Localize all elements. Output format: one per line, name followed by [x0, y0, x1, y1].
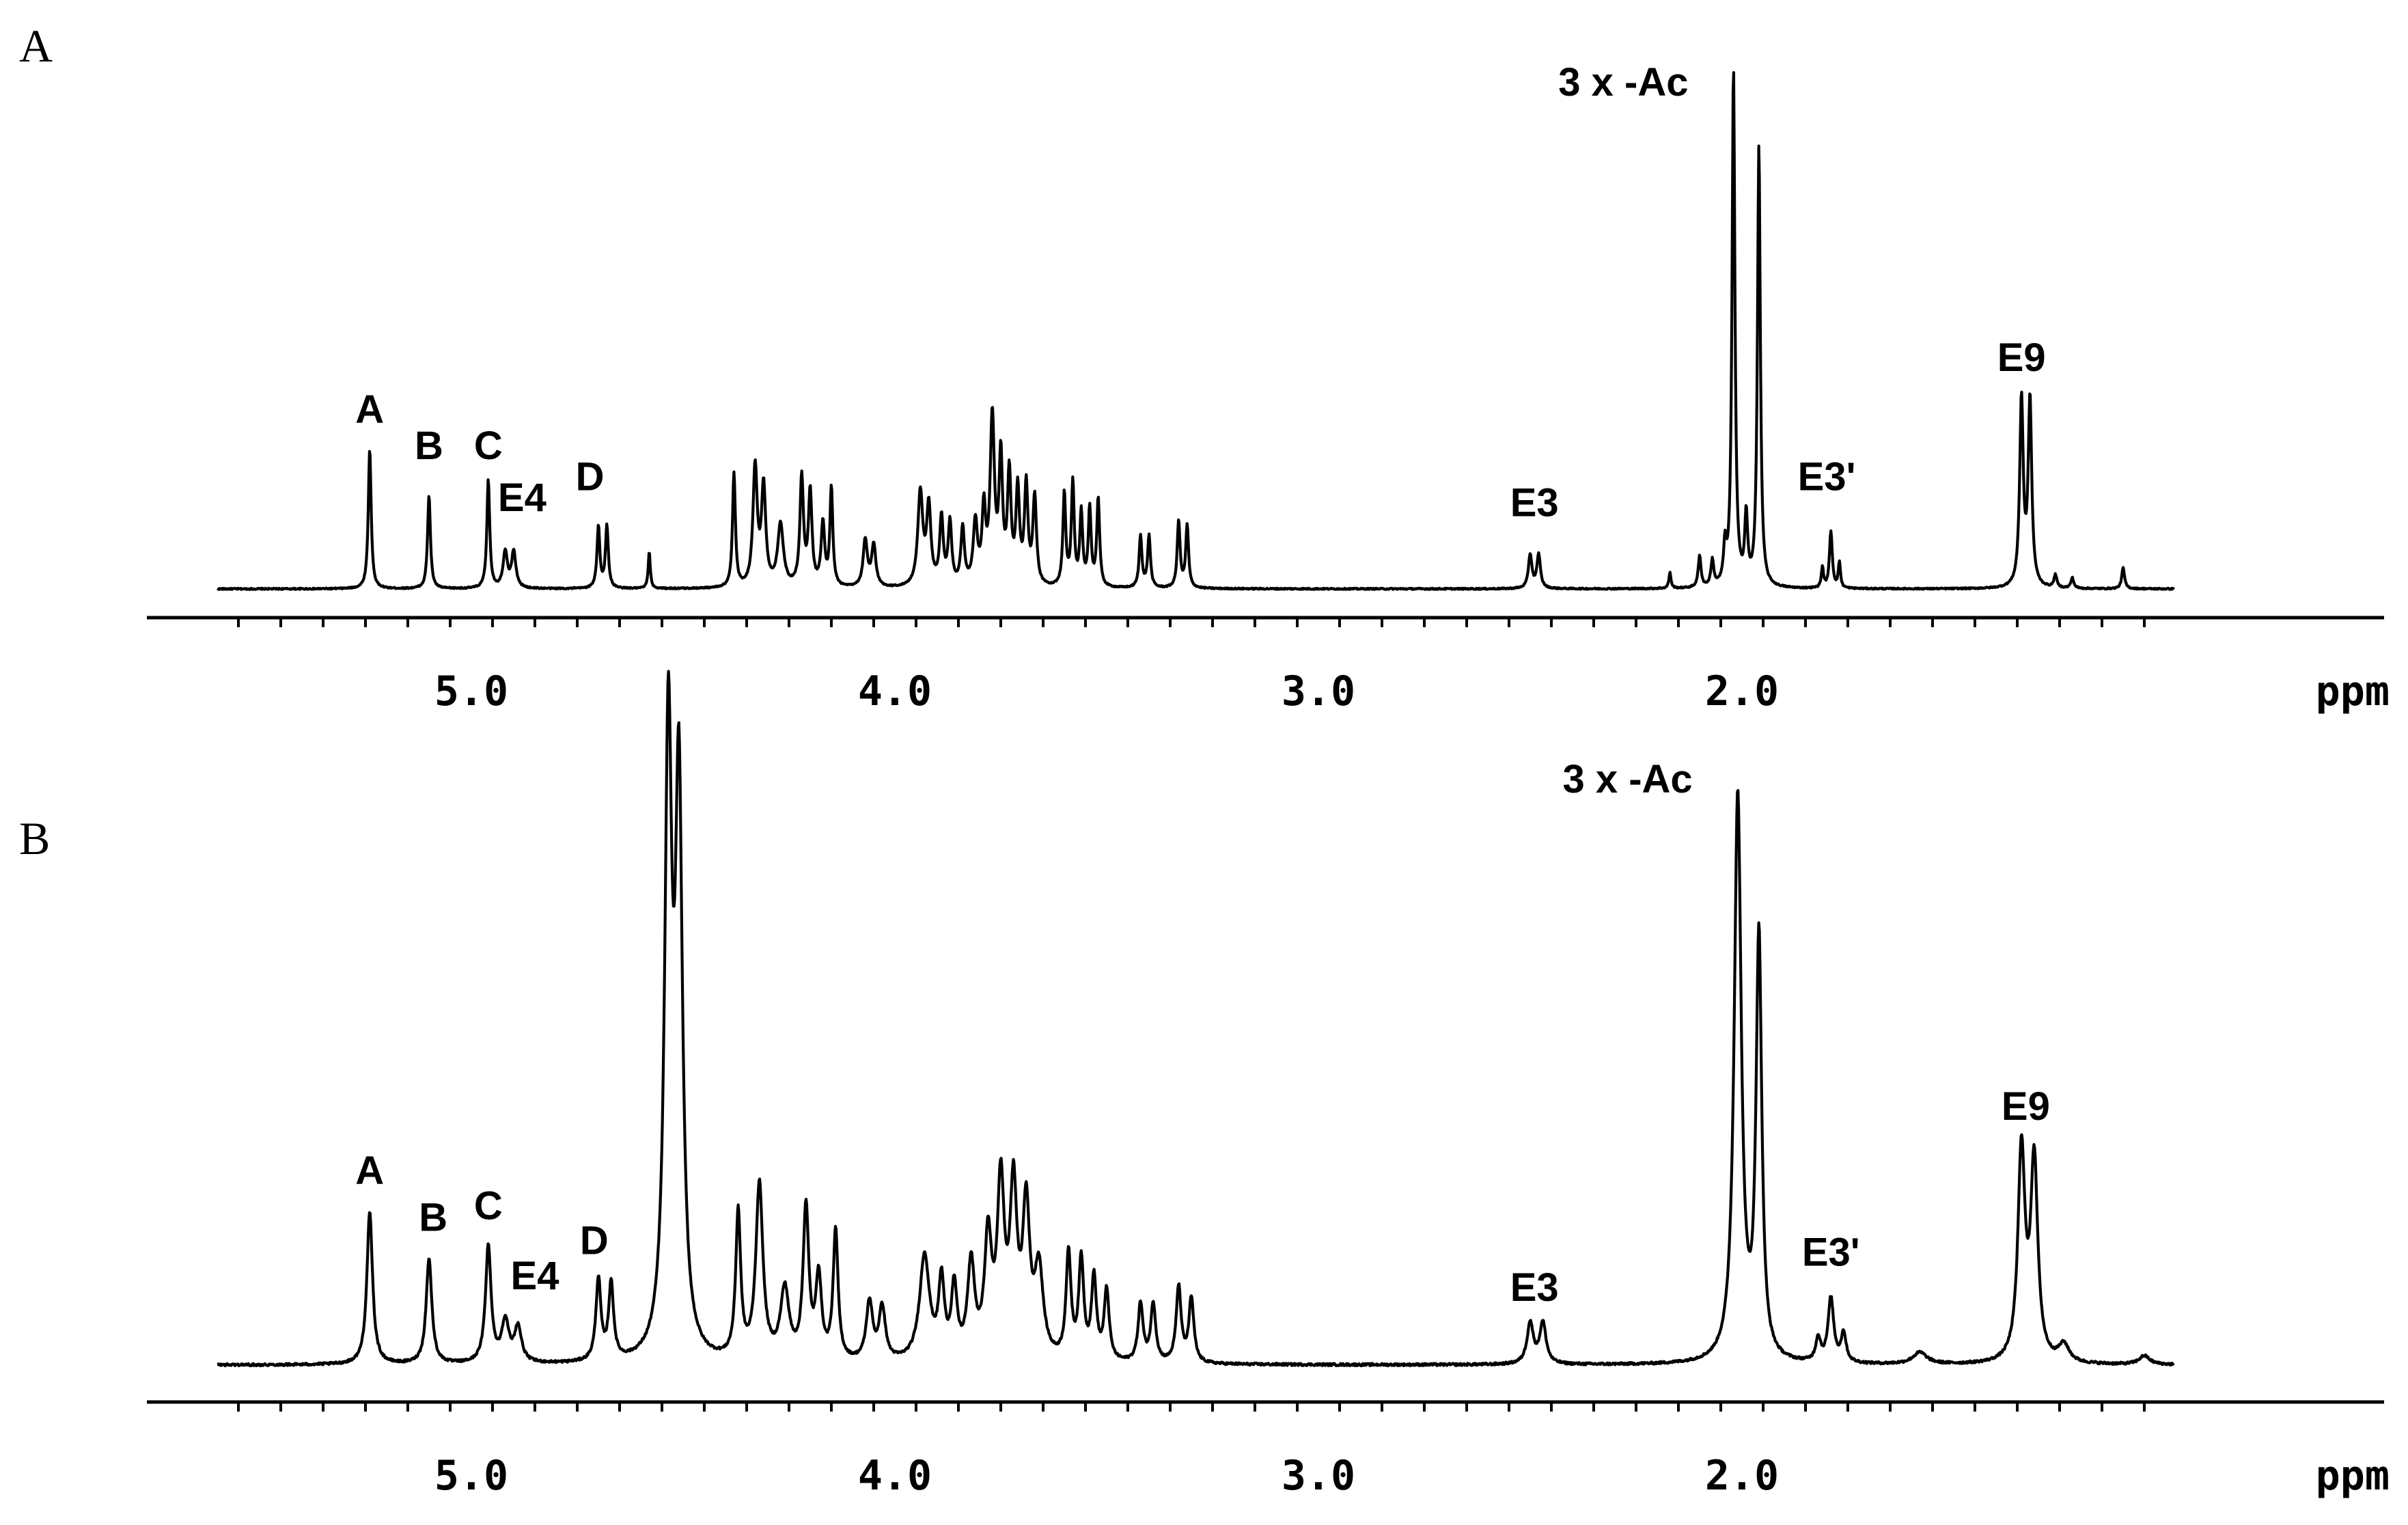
x-tick-label: 4.0: [858, 668, 932, 715]
peak-annotation: E4: [511, 1254, 559, 1298]
peak-annotation: E4: [498, 476, 546, 520]
peak-annotation: A: [355, 387, 384, 432]
peak-annotation: C: [474, 424, 503, 468]
peak-annotation: D: [576, 455, 605, 499]
peak-annotation: B: [419, 1195, 447, 1239]
peak-annotation: E3: [1510, 481, 1559, 525]
peak-annotation: E3: [1510, 1265, 1559, 1310]
x-tick-label: 3.0: [1282, 668, 1355, 715]
peak-annotation: A: [355, 1149, 384, 1193]
peak-annotation: E3': [1802, 1231, 1860, 1275]
peak-annotation: B: [415, 424, 443, 468]
x-tick-label: 2.0: [1705, 668, 1779, 715]
panel-letter-b: B: [19, 812, 50, 864]
spectrum-trace: [216, 670, 2175, 1368]
peak-annotation: 3 x -Ac: [1558, 60, 1688, 105]
peak-annotation: E9: [1997, 335, 2046, 380]
x-tick-label: 5.0: [434, 668, 508, 715]
peak-annotation: C: [474, 1183, 503, 1228]
peak-annotation: E9: [2002, 1084, 2050, 1129]
x-tick-label: 5.0: [434, 1452, 508, 1500]
peak-annotation: E3': [1798, 455, 1856, 499]
spectrum-trace: [216, 71, 2176, 591]
x-tick-label: 3.0: [1282, 1452, 1355, 1500]
peak-annotation: 3 x -Ac: [1562, 757, 1692, 801]
x-tick-label: 4.0: [858, 1452, 932, 1500]
x-axis-unit: ppm: [2316, 1452, 2390, 1500]
x-tick-label: 2.0: [1705, 1452, 1779, 1500]
panel-letter-a: A: [19, 20, 53, 72]
peak-annotation: D: [580, 1219, 609, 1263]
x-axis-unit: ppm: [2316, 668, 2390, 715]
